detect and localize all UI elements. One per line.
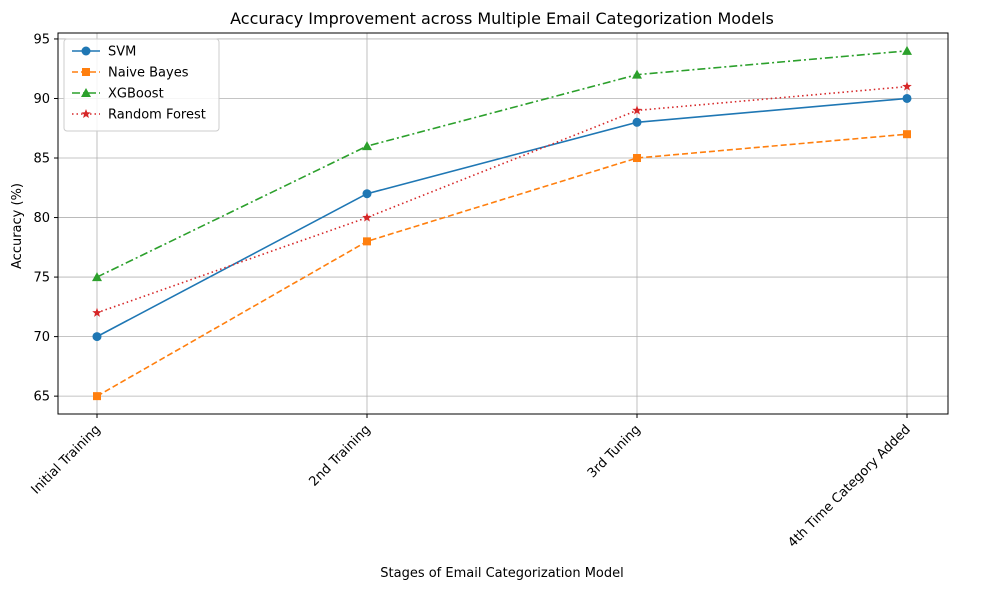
data-point-random-forest — [362, 212, 372, 222]
x-tick-label: 4th Time Category Added — [785, 422, 913, 550]
series-layer — [92, 45, 912, 401]
data-point-xgboost — [902, 45, 912, 55]
data-point-svm — [92, 332, 102, 342]
legend-item-naive-bayes: Naive Bayes — [72, 66, 189, 81]
data-point-svm — [902, 93, 912, 103]
data-point-svm — [362, 189, 372, 199]
y-tick-label: 90 — [33, 92, 50, 107]
series-svm — [92, 93, 912, 342]
data-point-naive-bayes — [93, 392, 101, 401]
series-xgboost — [92, 45, 912, 282]
legend-item-xgboost: XGBoost — [72, 87, 164, 102]
data-point-naive-bayes — [363, 237, 371, 246]
legend: SVM Naive Bayes XGBoost Random Forest — [63, 38, 220, 132]
legend-swatch-marker — [81, 46, 91, 56]
x-axis-label: Stages of Email Categorization Model — [380, 566, 624, 581]
y-axis-label: Accuracy (%) — [10, 183, 25, 269]
y-tick-label: 65 — [33, 390, 50, 405]
series-line-naive-bayes — [96, 133, 908, 397]
data-point-naive-bayes — [633, 154, 641, 163]
legend-swatch-marker — [82, 68, 90, 76]
data-point-xgboost — [92, 272, 102, 282]
legend-label: Naive Bayes — [108, 66, 189, 81]
legend-label: SVM — [108, 45, 136, 60]
legend-item-svm: SVM — [72, 45, 136, 60]
legend-swatch-marker — [81, 109, 91, 119]
series-line-svm — [96, 97, 908, 338]
legend-label: Random Forest — [108, 108, 206, 123]
data-point-random-forest — [902, 81, 912, 91]
y-tick-label: 70 — [33, 330, 50, 345]
series-random-forest — [92, 81, 912, 317]
data-point-naive-bayes — [903, 130, 911, 139]
x-tick-label: 3rd Tuning — [585, 422, 644, 481]
y-tick-label: 80 — [33, 211, 50, 226]
y-tick-label: 85 — [33, 152, 50, 167]
data-point-xgboost — [632, 69, 642, 79]
y-tick-label: 95 — [33, 32, 50, 47]
data-point-svm — [632, 117, 642, 127]
legend-box — [63, 38, 220, 132]
y-tick-label: 75 — [33, 271, 50, 286]
x-tick-label: Initial Training — [29, 422, 104, 497]
data-point-xgboost — [362, 141, 372, 151]
series-line-xgboost — [96, 50, 908, 278]
legend-swatch-marker — [81, 88, 91, 97]
legend-item-random-forest: Random Forest — [72, 108, 206, 123]
legend-label: XGBoost — [108, 87, 164, 102]
data-point-random-forest — [92, 307, 102, 317]
plot-frame — [57, 32, 949, 415]
chart-title: Accuracy Improvement across Multiple Ema… — [230, 9, 774, 28]
x-tick-label: 2nd Training — [307, 422, 374, 489]
series-naive-bayes — [93, 130, 911, 401]
data-point-random-forest — [632, 105, 642, 115]
series-line-random-forest — [96, 85, 908, 314]
